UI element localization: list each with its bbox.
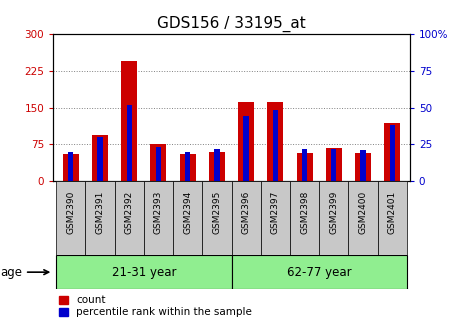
Bar bbox=[331, 149, 337, 181]
Bar bbox=[267, 101, 283, 181]
FancyBboxPatch shape bbox=[56, 181, 85, 255]
Bar bbox=[360, 151, 366, 181]
Bar bbox=[244, 116, 249, 181]
Text: GSM2396: GSM2396 bbox=[242, 191, 250, 235]
Bar bbox=[150, 144, 167, 181]
Text: GSM2391: GSM2391 bbox=[95, 191, 105, 235]
Text: GSM2399: GSM2399 bbox=[329, 191, 338, 235]
Text: GSM2397: GSM2397 bbox=[271, 191, 280, 235]
Bar bbox=[214, 149, 219, 181]
Text: GSM2394: GSM2394 bbox=[183, 191, 192, 234]
Bar bbox=[302, 149, 307, 181]
Bar bbox=[209, 152, 225, 181]
FancyBboxPatch shape bbox=[144, 181, 173, 255]
FancyBboxPatch shape bbox=[290, 181, 319, 255]
Bar bbox=[296, 153, 313, 181]
Bar bbox=[384, 123, 400, 181]
Bar bbox=[355, 153, 371, 181]
FancyBboxPatch shape bbox=[378, 181, 407, 255]
FancyBboxPatch shape bbox=[232, 255, 407, 289]
Legend: count, percentile rank within the sample: count, percentile rank within the sample bbox=[58, 294, 253, 318]
Bar bbox=[63, 154, 79, 181]
Bar bbox=[180, 154, 196, 181]
Bar bbox=[326, 148, 342, 181]
Text: GSM2392: GSM2392 bbox=[125, 191, 134, 234]
FancyBboxPatch shape bbox=[56, 255, 232, 289]
FancyBboxPatch shape bbox=[232, 181, 261, 255]
Bar bbox=[121, 61, 137, 181]
FancyBboxPatch shape bbox=[319, 181, 348, 255]
Bar bbox=[185, 152, 190, 181]
Text: GSM2401: GSM2401 bbox=[388, 191, 397, 234]
Bar bbox=[68, 152, 74, 181]
Title: GDS156 / 33195_at: GDS156 / 33195_at bbox=[157, 16, 306, 32]
Text: GSM2400: GSM2400 bbox=[358, 191, 368, 234]
Bar bbox=[92, 135, 108, 181]
FancyBboxPatch shape bbox=[261, 181, 290, 255]
FancyBboxPatch shape bbox=[348, 181, 378, 255]
Text: 21-31 year: 21-31 year bbox=[112, 266, 176, 279]
Bar bbox=[156, 148, 161, 181]
FancyBboxPatch shape bbox=[202, 181, 232, 255]
Text: 62-77 year: 62-77 year bbox=[287, 266, 351, 279]
Bar bbox=[238, 101, 254, 181]
Bar bbox=[389, 125, 395, 181]
Bar bbox=[126, 104, 132, 181]
Bar bbox=[273, 111, 278, 181]
Text: GSM2395: GSM2395 bbox=[213, 191, 221, 235]
FancyBboxPatch shape bbox=[85, 181, 115, 255]
Text: GSM2398: GSM2398 bbox=[300, 191, 309, 235]
FancyBboxPatch shape bbox=[173, 181, 202, 255]
Bar bbox=[97, 137, 103, 181]
Text: GSM2390: GSM2390 bbox=[66, 191, 75, 235]
Text: age: age bbox=[0, 266, 49, 279]
FancyBboxPatch shape bbox=[115, 181, 144, 255]
Text: GSM2393: GSM2393 bbox=[154, 191, 163, 235]
